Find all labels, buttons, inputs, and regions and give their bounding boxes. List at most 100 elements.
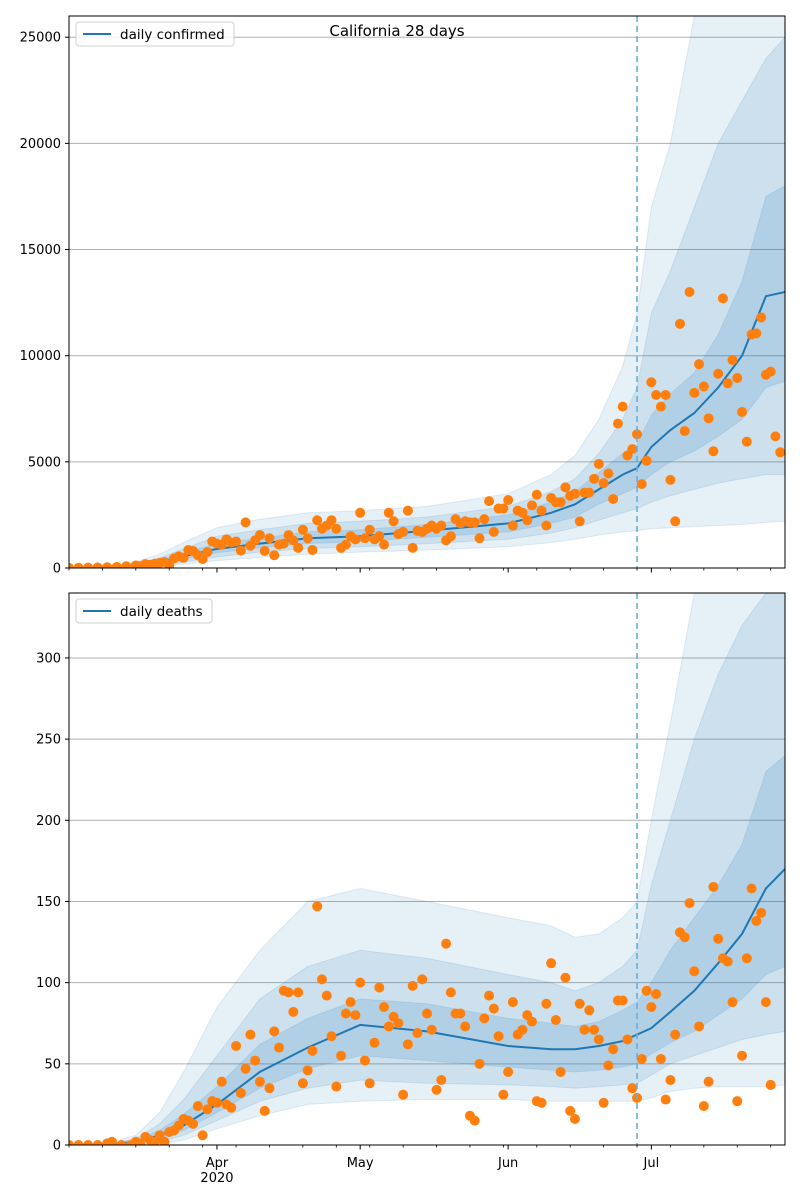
observed-point — [192, 1101, 203, 1112]
y-tick-label: 5000 — [28, 455, 61, 470]
observed-point — [345, 997, 356, 1008]
observed-point — [622, 1034, 633, 1045]
observed-point — [288, 535, 299, 546]
observed-point — [254, 1076, 265, 1087]
observed-point — [775, 447, 785, 458]
observed-point — [469, 517, 480, 528]
observed-point — [312, 515, 323, 526]
observed-point — [379, 1002, 390, 1012]
uncertainty-band — [69, 593, 785, 1145]
observed-point — [259, 546, 270, 557]
observed-point — [732, 1096, 743, 1107]
observed-point — [259, 1105, 270, 1116]
observed-point — [665, 474, 676, 485]
observed-point — [69, 1140, 74, 1145]
observed-point — [670, 516, 681, 527]
observed-point — [331, 1081, 342, 1092]
plot-area — [69, 16, 785, 568]
plot-area — [69, 593, 785, 1145]
observed-point — [751, 328, 762, 339]
observed-point — [569, 1114, 580, 1125]
observed-point — [737, 1050, 748, 1061]
observed-point — [312, 901, 323, 912]
observed-point — [369, 1037, 380, 1048]
observed-point — [684, 898, 695, 909]
observed-point — [307, 544, 318, 555]
observed-point — [698, 381, 709, 392]
observed-point — [92, 1140, 103, 1145]
observed-point — [698, 1101, 709, 1112]
observed-point — [245, 1029, 256, 1040]
observed-point — [541, 998, 552, 1009]
chart-title: California 28 days — [329, 22, 464, 40]
observed-point — [383, 507, 394, 518]
observed-point — [359, 1055, 370, 1066]
observed-point — [460, 1021, 471, 1032]
observed-point — [579, 1024, 590, 1035]
axes-frame — [68, 15, 786, 569]
observed-point — [73, 1140, 84, 1145]
observed-point — [603, 1060, 614, 1071]
observed-point — [627, 1083, 638, 1094]
observed-point — [665, 1075, 676, 1086]
observed-point — [69, 562, 74, 568]
observed-point — [684, 287, 695, 297]
y-tick-label: 50 — [44, 1057, 61, 1072]
observed-point — [374, 982, 385, 993]
observed-point — [751, 915, 762, 926]
y-tick-label: 250 — [36, 733, 61, 748]
observed-point — [188, 1118, 199, 1129]
observed-point — [336, 1050, 347, 1061]
x-tick-label: Apr — [206, 1156, 229, 1171]
observed-point — [350, 1010, 361, 1021]
observed-point — [316, 974, 327, 985]
observed-point — [159, 1136, 170, 1145]
observed-point — [517, 507, 528, 518]
observed-point — [598, 1097, 609, 1108]
observed-point — [484, 990, 495, 1001]
x-tick-label: Jun — [497, 1156, 518, 1171]
observed-point — [293, 987, 304, 998]
observed-point — [197, 1130, 208, 1141]
observed-point — [455, 1008, 466, 1019]
observed-point — [383, 1021, 394, 1032]
observed-point — [765, 366, 776, 377]
y-tick-label: 25000 — [20, 31, 61, 46]
observed-point — [636, 479, 647, 490]
observed-point — [708, 446, 719, 457]
observed-point — [307, 1045, 318, 1056]
legend-label: daily deaths — [120, 604, 203, 620]
observed-point — [293, 542, 304, 553]
legend: daily deaths — [75, 598, 213, 624]
observed-point — [522, 515, 533, 526]
observed-point — [527, 1016, 538, 1027]
observed-point — [694, 1021, 705, 1032]
observed-point — [555, 1066, 566, 1077]
legend: daily confirmed — [75, 21, 235, 47]
observed-point — [431, 1084, 442, 1095]
observed-point — [674, 318, 685, 329]
observed-point — [617, 995, 628, 1006]
observed-point — [445, 531, 456, 542]
observed-point — [355, 977, 366, 988]
observed-point — [326, 515, 337, 526]
observed-point — [441, 938, 452, 949]
observed-point — [407, 980, 418, 991]
legend-label: daily confirmed — [120, 27, 225, 43]
legend-box — [75, 21, 235, 47]
observed-point — [340, 1008, 351, 1019]
observed-point — [297, 524, 308, 535]
y-tick-label: 20000 — [20, 137, 61, 152]
observed-point — [283, 987, 294, 998]
observed-point — [756, 907, 767, 918]
observed-point — [484, 496, 495, 507]
observed-point — [589, 473, 600, 484]
y-tick-label: 200 — [36, 814, 61, 829]
observed-point — [412, 1027, 423, 1038]
observed-point — [565, 1105, 576, 1116]
observed-point — [574, 998, 585, 1009]
observed-point — [593, 1034, 604, 1045]
observed-point — [340, 539, 351, 550]
observed-point — [331, 523, 342, 534]
